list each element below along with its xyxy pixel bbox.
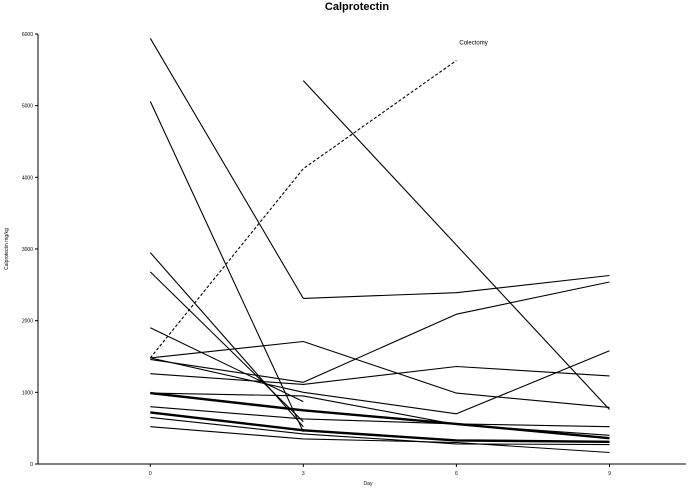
y-tick-label: 1000 (22, 390, 33, 396)
series-line (150, 426, 610, 454)
series-line (150, 416, 610, 446)
series-lines (149, 38, 610, 454)
chart-title: Calprotectin (325, 1, 389, 13)
y-tick-label: 5000 (22, 104, 33, 110)
series-line (149, 252, 304, 428)
x-axis-ticks: 0 3 6 9 (149, 464, 611, 477)
x-tick-label: 9 (608, 471, 611, 477)
series-line (150, 340, 610, 408)
plot-axes (37, 34, 686, 465)
x-tick-label: 0 (149, 471, 152, 477)
series-line (150, 350, 610, 415)
series-line (150, 391, 610, 440)
series-line (150, 365, 610, 385)
series-line (150, 406, 610, 428)
series-line (150, 327, 304, 403)
series-line (150, 411, 610, 443)
series-line (150, 281, 610, 383)
y-axis-label: Calprotectin mg/kg (4, 228, 10, 270)
x-tick-label: 6 (455, 471, 458, 477)
series-line (303, 274, 610, 299)
y-tick-label: 3000 (22, 247, 33, 253)
series-line (149, 101, 304, 433)
x-axis-label: Day (364, 481, 373, 487)
series-line-dashed (149, 60, 457, 359)
series-line (149, 271, 304, 423)
series-line (150, 392, 610, 436)
y-tick-label: 4000 (22, 175, 33, 181)
y-axis-ticks: 0 1000 2000 3000 4000 5000 6000 (22, 32, 38, 468)
series-line (149, 38, 304, 299)
y-tick-label: 2000 (22, 319, 33, 325)
x-tick-label: 3 (302, 471, 305, 477)
annotations: Colectomy (459, 41, 487, 47)
series-line (302, 80, 610, 410)
y-tick-label: 0 (30, 462, 33, 468)
y-tick-label: 6000 (22, 32, 33, 38)
annotation-label: Colectomy (459, 41, 487, 47)
